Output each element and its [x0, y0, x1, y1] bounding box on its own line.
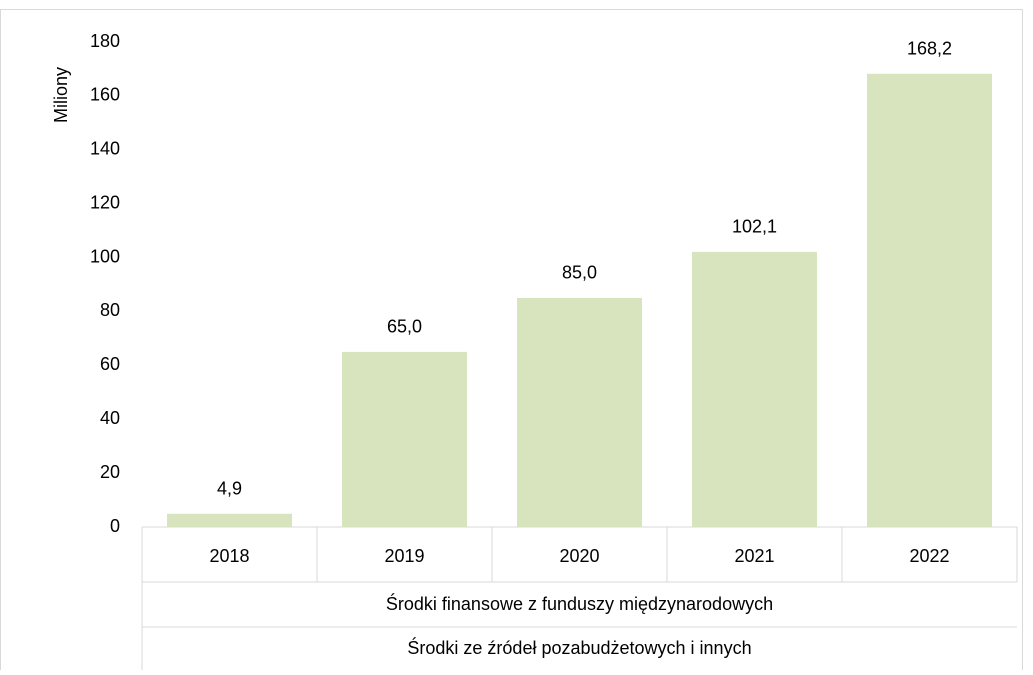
bar	[692, 251, 817, 527]
y-tick-label: 40	[100, 408, 120, 428]
category-group-label: Środki ze źródeł pozabudżetowych i innyc…	[407, 637, 751, 658]
y-tick-label: 140	[90, 139, 120, 159]
y-tick-label: 80	[100, 300, 120, 320]
x-tick-label: 2020	[559, 546, 599, 566]
y-tick-label: 20	[100, 462, 120, 482]
bar	[867, 73, 992, 528]
bar	[167, 513, 292, 527]
y-tick-label: 180	[90, 31, 120, 51]
chart-border	[0, 9, 1023, 675]
x-tick-label: 2019	[384, 546, 424, 566]
category-group-label: Środki finansowe z funduszy międzynarodo…	[386, 593, 773, 614]
bar	[342, 351, 467, 527]
data-label: 168,2	[907, 39, 952, 59]
y-tick-label: 100	[90, 246, 120, 266]
x-tick-label: 2018	[209, 546, 249, 566]
y-tick-label: 60	[100, 354, 120, 374]
data-label: 102,1	[732, 217, 777, 237]
data-label: 65,0	[387, 317, 422, 337]
y-tick-label: 0	[110, 516, 120, 536]
data-label: 4,9	[217, 479, 242, 499]
y-tick-label: 120	[90, 192, 120, 212]
bar	[517, 297, 642, 527]
x-tick-label: 2021	[734, 546, 774, 566]
y-axis-label: Miliony	[51, 67, 71, 123]
data-label: 85,0	[562, 263, 597, 283]
y-tick-label: 160	[90, 85, 120, 105]
x-tick-label: 2022	[909, 546, 949, 566]
